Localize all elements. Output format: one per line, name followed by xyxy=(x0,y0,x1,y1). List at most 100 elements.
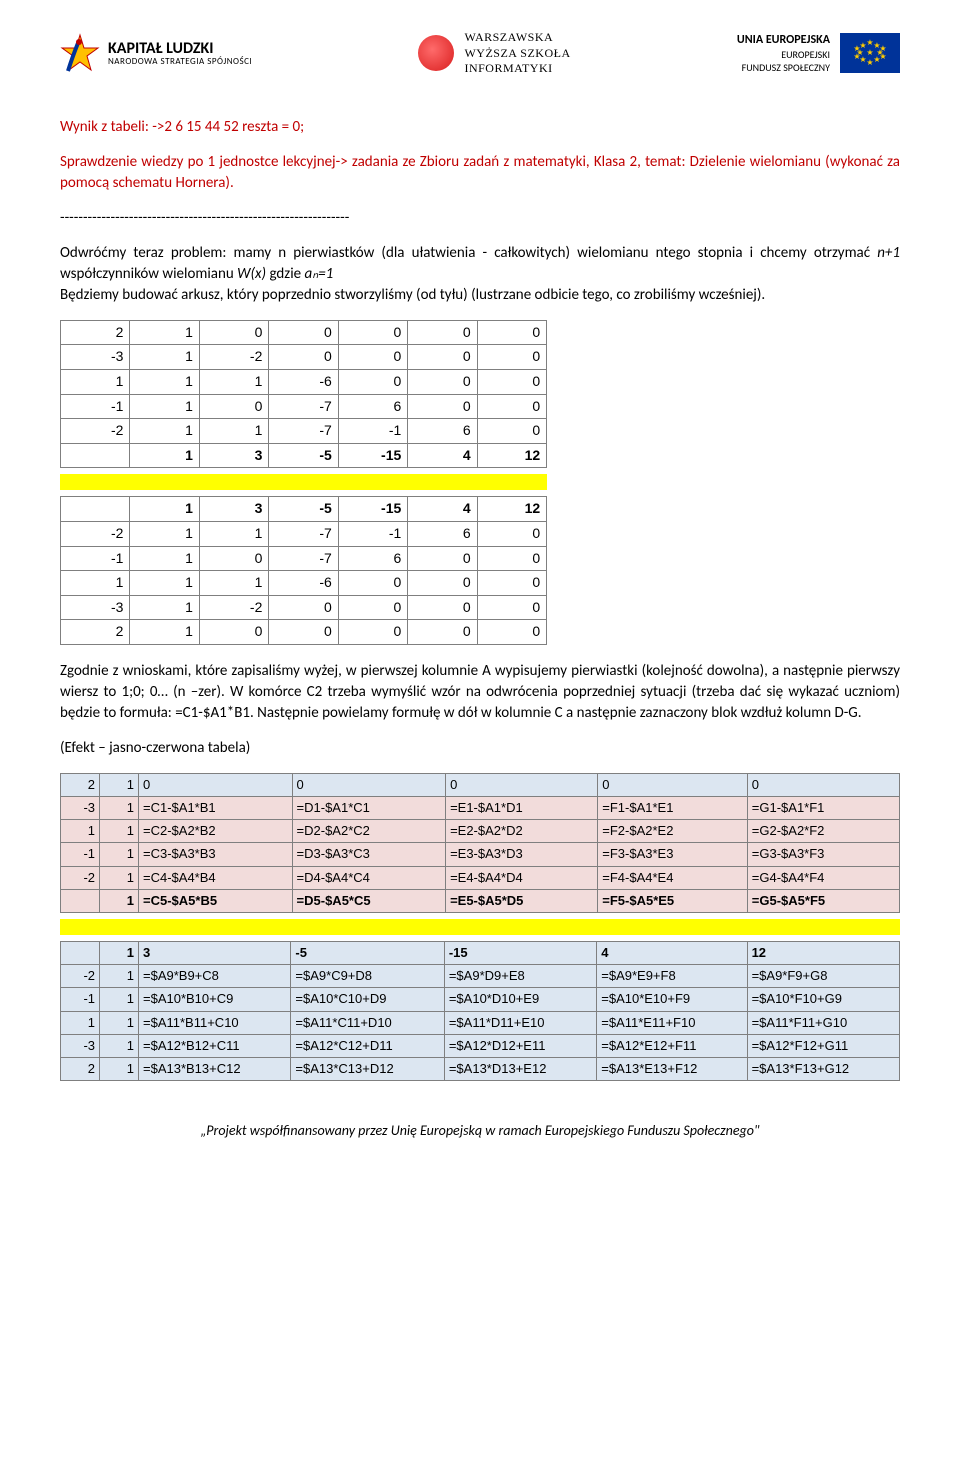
table-row: 11=C2-$A2*B2=D2-$A2*C2=E2-$A2*D2=F2-$A2*… xyxy=(61,820,900,843)
table-cell: 0 xyxy=(408,369,477,394)
table-cell: =C3-$A3*B3 xyxy=(139,843,293,866)
table-cell: 4 xyxy=(597,942,747,965)
table-cell: =F3-$A3*E3 xyxy=(598,843,748,866)
table-row: -211-7-160 xyxy=(61,521,547,546)
table-cell: 1 xyxy=(130,571,199,596)
table-cell: 0 xyxy=(292,773,446,796)
table-cell: -1 xyxy=(338,419,407,444)
table-cell: -5 xyxy=(291,942,444,965)
footer-text: „Projekt współfinansowany przez Unię Eur… xyxy=(60,1121,900,1141)
table-cell: 1 xyxy=(61,1011,100,1034)
table-cell: 1 xyxy=(130,497,199,522)
table-cell: 0 xyxy=(477,369,546,394)
table-cell: =G4-$A4*F4 xyxy=(747,866,899,889)
table-cell: 0 xyxy=(408,571,477,596)
table-row: 13-5-15412 xyxy=(61,942,900,965)
table-cell: 1 xyxy=(199,571,268,596)
table-cell: 2 xyxy=(61,320,130,345)
table-row: 111-6000 xyxy=(61,571,547,596)
table-cell: 12 xyxy=(477,497,546,522)
table-cell: -15 xyxy=(338,443,407,468)
eu-line2: EUROPEJSKI xyxy=(737,48,830,61)
table-cell: 1 xyxy=(130,595,199,620)
table-cell: 2 xyxy=(61,620,130,645)
table-cell: =C1-$A1*B1 xyxy=(139,797,293,820)
table-cell: =$A13*C13+D12 xyxy=(291,1057,444,1080)
table-cell xyxy=(61,889,100,912)
table-cell: -2 xyxy=(199,595,268,620)
table-cell: 6 xyxy=(338,394,407,419)
table-cell: -7 xyxy=(269,419,338,444)
table-row: 1=C5-$A5*B5=D5-$A5*C5=E5-$A5*D5=F5-$A5*E… xyxy=(61,889,900,912)
table-cell: =F1-$A1*E1 xyxy=(598,797,748,820)
table-cell: 1 xyxy=(199,419,268,444)
eu-flag-icon xyxy=(840,33,900,73)
table-cell: 0 xyxy=(269,345,338,370)
table-cell: -1 xyxy=(61,843,100,866)
table-cell: -2 xyxy=(61,866,100,889)
table-cell: =D1-$A1*C1 xyxy=(292,797,446,820)
table-cell: =F5-$A5*E5 xyxy=(598,889,748,912)
table-cell: 0 xyxy=(446,773,598,796)
table-cell: 12 xyxy=(477,443,546,468)
table-cell: 0 xyxy=(477,620,546,645)
table-cell: 0 xyxy=(747,773,899,796)
table-cell: -15 xyxy=(338,497,407,522)
effect-label: (Efekt – jasno-czerwona tabela) xyxy=(60,738,900,759)
table-row: -31=C1-$A1*B1=D1-$A1*C1=E1-$A1*D1=F1-$A1… xyxy=(61,797,900,820)
table-cell: 1 xyxy=(100,797,139,820)
table-cell: =$A10*D10+E9 xyxy=(444,988,596,1011)
table-cell: =$A11*B11+C10 xyxy=(139,1011,291,1034)
table-cell: =G3-$A3*F3 xyxy=(747,843,899,866)
table-cell: 4 xyxy=(408,443,477,468)
table-cell: 0 xyxy=(338,345,407,370)
table-cell: 0 xyxy=(408,320,477,345)
table-cell: =$A11*D11+E10 xyxy=(444,1011,596,1034)
table-cell: 4 xyxy=(408,497,477,522)
header-logos: KAPITAŁ LUDZKI NARODOWA STRATEGIA SPÓJNO… xyxy=(60,30,900,77)
table-cell: 1 xyxy=(61,369,130,394)
kapital-star-icon xyxy=(60,33,100,73)
eu-line3: FUNDUSZ SPOŁECZNY xyxy=(737,61,830,74)
formula-table-bottom: 13-5-15412-21=$A9*B9+C8=$A9*C9+D8=$A9*D9… xyxy=(60,941,900,1081)
table-cell: =C5-$A5*B5 xyxy=(139,889,293,912)
logo-wwsi: WARSZAWSKA WYŻSZA SZKOŁA INFORMATYKI xyxy=(418,30,570,77)
table-cell: =G2-$A2*F2 xyxy=(747,820,899,843)
table-row: 2100000 xyxy=(61,320,547,345)
yellow-separator-1 xyxy=(60,474,547,490)
kapital-subtitle: NARODOWA STRATEGIA SPÓJNOŚCI xyxy=(108,57,252,67)
table-cell: =$A9*E9+F8 xyxy=(597,965,747,988)
table-cell: 1 xyxy=(61,571,130,596)
table-cell: -2 xyxy=(199,345,268,370)
table-cell: 0 xyxy=(269,320,338,345)
table-cell: =$A13*B13+C12 xyxy=(139,1057,291,1080)
table-cell: 1 xyxy=(100,773,139,796)
table-cell: 0 xyxy=(477,419,546,444)
table-cell: 0 xyxy=(338,571,407,596)
yellow-separator-2 xyxy=(60,919,900,935)
table-cell: 0 xyxy=(338,320,407,345)
table-cell: 1 xyxy=(130,419,199,444)
table-cell: 0 xyxy=(199,320,268,345)
table-cell: 1 xyxy=(100,1011,139,1034)
table-row: 21=$A13*B13+C12=$A13*C13+D12=$A13*D13+E1… xyxy=(61,1057,900,1080)
table-cell: -1 xyxy=(338,521,407,546)
table-row: -31-20000 xyxy=(61,595,547,620)
table-row: -211-7-160 xyxy=(61,419,547,444)
table-cell: 0 xyxy=(408,595,477,620)
table-cell: =$A9*C9+D8 xyxy=(291,965,444,988)
paragraph-conclusions: Zgodnie z wnioskami, które zapisaliśmy w… xyxy=(60,661,900,724)
table-cell: 0 xyxy=(269,595,338,620)
table-cell: 1 xyxy=(130,394,199,419)
table-cell: -6 xyxy=(269,571,338,596)
table-cell: =D5-$A5*C5 xyxy=(292,889,446,912)
table-cell: 1 xyxy=(100,1057,139,1080)
table-cell: -3 xyxy=(61,345,130,370)
table-cell: =C2-$A2*B2 xyxy=(139,820,293,843)
table-cell: -1 xyxy=(61,546,130,571)
table-cell: 0 xyxy=(408,394,477,419)
table-cell: -6 xyxy=(269,369,338,394)
table-row: 2100000 xyxy=(61,620,547,645)
table-cell xyxy=(61,942,100,965)
result-line: Wynik z tabeli: ->2 6 15 44 52 reszta = … xyxy=(60,117,900,138)
